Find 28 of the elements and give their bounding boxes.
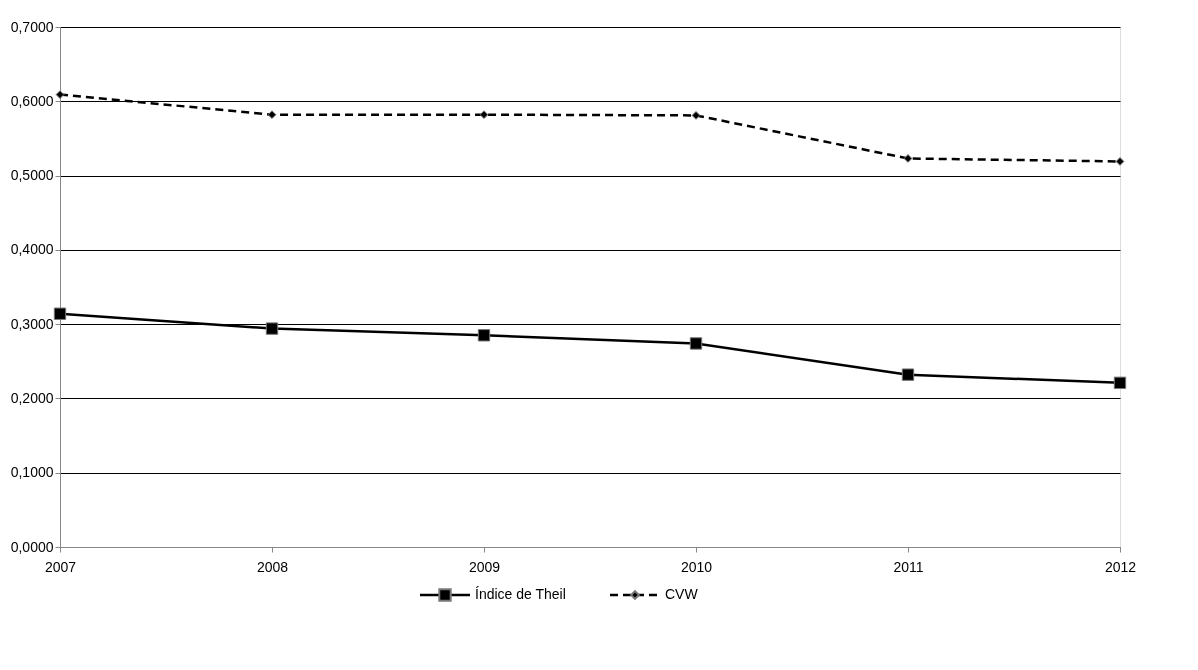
point [689,337,703,350]
y-tick-label: 0,7000 [10,18,54,35]
y-tick-label: 0,4000 [10,241,54,258]
legend-label: Índice de Theil [475,586,566,602]
x-tick-label: 2010 [680,558,713,575]
point [53,307,67,320]
x-tick-label: 2007 [44,558,77,575]
point [691,111,701,120]
point [267,110,277,120]
y-tick-label: 0,6000 [10,92,54,109]
x-tick-label: 2012 [1104,558,1137,575]
point [901,368,915,381]
point [903,154,913,163]
legend-label: CVW [665,586,699,602]
point [477,329,491,342]
point [265,322,279,335]
point [1113,376,1127,390]
y-tick-label: 0,3000 [10,315,54,332]
y-tick-label: 0,1000 [10,464,54,481]
point [1115,157,1125,166]
y-tick-label: 0,0000 [10,538,54,555]
point [479,110,489,120]
x-tick-label: 2008 [256,558,289,575]
y-tick-label: 0,2000 [10,389,54,406]
y-tick-label: 0,5000 [10,167,54,184]
point [55,90,65,99]
x-tick-label: 2011 [893,558,924,575]
x-tick-label: 2009 [468,558,501,575]
